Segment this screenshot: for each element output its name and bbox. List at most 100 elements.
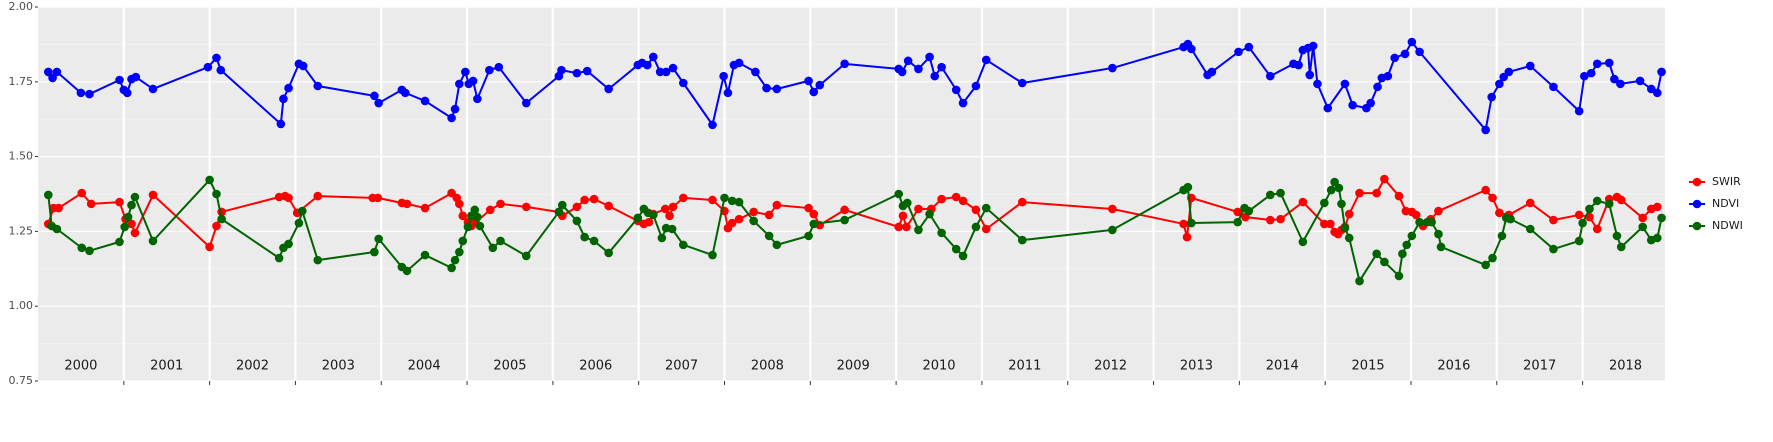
data-point	[1383, 71, 1393, 81]
data-point	[294, 218, 304, 228]
data-point	[572, 216, 582, 226]
data-point	[660, 204, 670, 214]
data-point	[572, 202, 582, 212]
data-point	[1330, 177, 1339, 187]
data-point	[1657, 213, 1666, 223]
data-point	[1434, 206, 1443, 216]
data-point	[734, 58, 744, 68]
data-point	[1233, 207, 1242, 217]
data-point	[131, 72, 141, 82]
data-point	[809, 219, 819, 229]
data-point	[894, 189, 903, 199]
data-point	[1612, 231, 1622, 241]
data-point	[205, 175, 214, 185]
data-point	[43, 67, 53, 77]
data-point	[582, 66, 592, 76]
data-point	[925, 52, 934, 62]
data-point	[284, 239, 293, 249]
data-point	[1616, 79, 1625, 89]
data-point	[1586, 68, 1596, 78]
data-point	[521, 98, 531, 108]
data-point	[840, 215, 849, 225]
data-point	[1308, 41, 1318, 51]
data-point	[1638, 213, 1647, 223]
data-point	[1244, 42, 1254, 52]
y-tick-label: 1.00	[9, 299, 34, 312]
data-point	[1340, 79, 1350, 89]
data-point	[809, 209, 819, 219]
data-point	[1298, 237, 1308, 247]
data-point	[373, 193, 383, 203]
data-point	[1415, 47, 1424, 57]
data-point	[958, 98, 968, 108]
data-point	[1348, 100, 1357, 110]
data-point	[130, 192, 140, 202]
data-point	[447, 263, 456, 273]
data-point	[284, 193, 293, 203]
x-tick-label: 2001	[150, 359, 183, 374]
data-point	[420, 96, 430, 106]
data-point	[458, 236, 468, 246]
legend-marker	[1692, 199, 1702, 209]
data-point	[1265, 215, 1275, 225]
data-point	[1326, 185, 1336, 195]
x-tick-label: 2003	[322, 359, 355, 374]
data-point	[1244, 206, 1254, 216]
data-point	[1320, 198, 1329, 208]
data-point	[1340, 223, 1350, 233]
data-point	[1276, 188, 1285, 198]
data-point	[951, 192, 961, 202]
data-point	[1355, 276, 1364, 286]
data-point	[1407, 37, 1417, 47]
data-point	[655, 67, 665, 77]
x-tick-label: 2002	[236, 359, 269, 374]
data-point	[679, 78, 688, 88]
data-point	[914, 225, 923, 235]
data-point	[633, 213, 643, 223]
data-point	[1373, 82, 1382, 92]
y-tick-label: 2.00	[9, 0, 34, 13]
x-tick-label: 2000	[64, 359, 97, 374]
data-point	[1390, 53, 1399, 63]
data-point	[902, 198, 912, 208]
data-point	[1427, 217, 1436, 227]
data-point	[1635, 76, 1645, 86]
data-point	[1323, 103, 1333, 113]
data-point	[762, 83, 771, 93]
data-point	[925, 209, 934, 219]
data-point	[914, 204, 923, 214]
data-point	[1334, 183, 1344, 193]
data-point	[450, 104, 460, 114]
data-point	[667, 224, 677, 234]
legend-label: SWIR	[1712, 175, 1741, 188]
data-point	[749, 207, 758, 217]
data-point	[1298, 197, 1308, 207]
data-point	[485, 65, 494, 75]
data-point	[313, 191, 323, 201]
data-point	[981, 203, 991, 213]
data-point	[1233, 217, 1242, 227]
data-point	[557, 65, 566, 75]
data-point	[1400, 49, 1410, 59]
data-point	[1402, 240, 1412, 250]
data-point	[914, 64, 923, 74]
data-point	[1610, 74, 1619, 84]
data-point	[127, 200, 136, 210]
data-point	[1372, 249, 1381, 259]
data-point	[52, 67, 62, 77]
data-point	[130, 228, 140, 238]
x-tick-label: 2005	[493, 359, 526, 374]
data-point	[1549, 82, 1558, 92]
x-tick-label: 2011	[1008, 359, 1041, 374]
data-point	[313, 81, 323, 91]
data-point	[1415, 217, 1424, 227]
data-point	[77, 188, 87, 198]
data-point	[1108, 63, 1117, 73]
data-point	[1207, 67, 1217, 77]
data-point	[212, 53, 221, 63]
data-point	[937, 228, 946, 238]
data-point	[840, 205, 849, 215]
x-tick-label: 2012	[1094, 359, 1127, 374]
